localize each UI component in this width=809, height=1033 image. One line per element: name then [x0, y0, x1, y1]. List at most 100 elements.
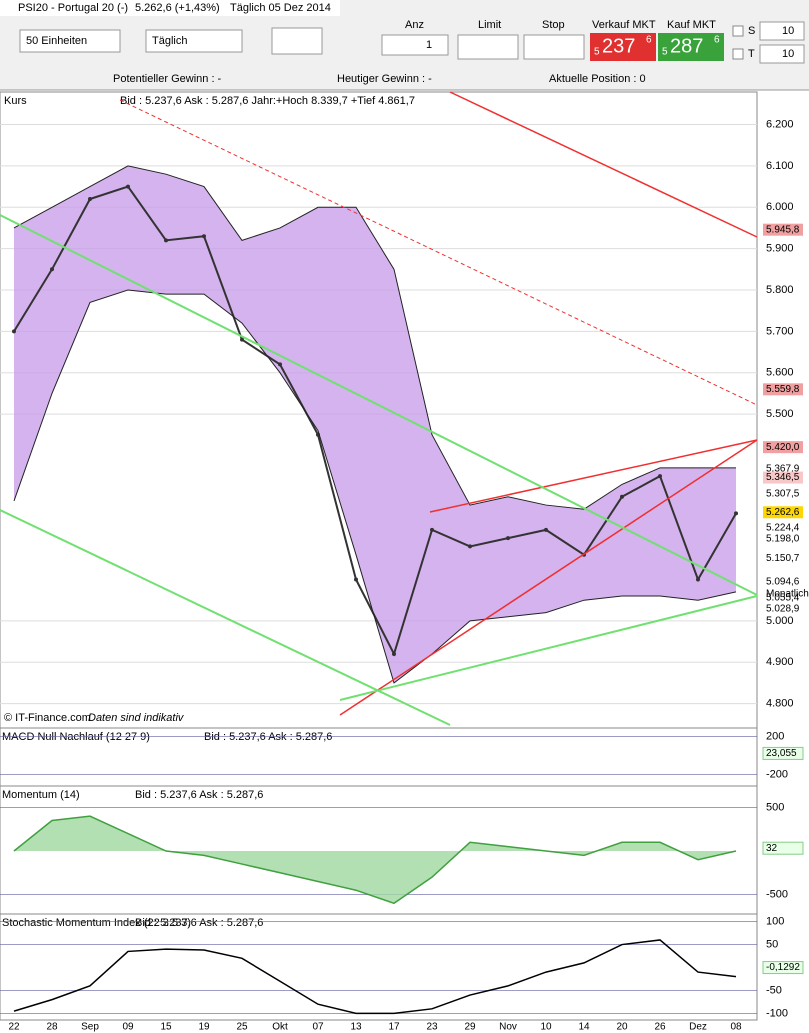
t-label: T: [748, 48, 755, 60]
trend-line: [339, 595, 758, 701]
price-marker: [763, 532, 803, 545]
x-tick-label: Nov: [499, 1022, 517, 1033]
x-tick-label: 23: [426, 1022, 438, 1033]
current-value-label: 32: [766, 843, 778, 854]
price-marker-label: 5.346,5: [766, 472, 800, 483]
price-point: [278, 362, 282, 367]
price-marker: [763, 522, 803, 535]
price-marker: [763, 383, 803, 396]
y-tick-label: -500: [766, 888, 788, 900]
y-tick-label: 5.600: [766, 367, 794, 379]
panel-subtitle: Bid : 5.237,6 Ask : 5.287,6 Jahr:+Hoch 8…: [120, 95, 415, 107]
price-line: [13, 165, 736, 510]
price-point: [620, 494, 624, 499]
trend-line: [449, 91, 758, 238]
price-point: [430, 527, 434, 532]
current-value-label: 23,055: [766, 748, 797, 759]
price-point: [658, 474, 662, 479]
y-tick-label: 6.000: [766, 201, 794, 213]
today: Heutiger Gewinn : -: [337, 73, 432, 85]
t-input[interactable]: [759, 44, 805, 64]
price-marker-label: 5.307,5: [766, 488, 800, 499]
position: Aktuelle Position : 0: [549, 73, 646, 85]
price-point: [392, 651, 396, 656]
sell-label: Verkauf MKT: [592, 19, 656, 31]
price-marker: [763, 487, 803, 500]
x-tick-label: 15: [160, 1022, 172, 1033]
price-marker-label: 5.559,8: [766, 384, 800, 395]
buy-suffix: 6: [714, 35, 720, 46]
panel-title: Kurs: [4, 95, 27, 107]
x-tick-label: 26: [654, 1022, 666, 1033]
price-marker: [763, 471, 803, 484]
y-tick-label: 4.900: [766, 656, 794, 668]
y-tick-label: 5.900: [766, 243, 794, 255]
chart-type-button[interactable]: [271, 27, 323, 55]
s-checkbox[interactable]: [732, 25, 744, 37]
note: Daten sind indikativ: [88, 712, 185, 724]
price-line: [13, 185, 737, 657]
buy-button[interactable]: [658, 33, 724, 61]
trend-line: [339, 439, 758, 716]
y-tick-label: 5.500: [766, 408, 794, 420]
y-tick-label: -100: [766, 1007, 788, 1019]
x-tick-label: Okt: [272, 1022, 288, 1033]
price-point: [88, 196, 92, 201]
trend-line: [119, 99, 758, 406]
price-point: [354, 577, 358, 582]
quote: 5.262,6 (+1,43%): [135, 2, 220, 14]
panel-subtitle: Bid : 5.237,6 Ask : 5.287,6: [135, 789, 263, 801]
price-marker-label: 5.945,8: [766, 224, 800, 235]
buy-label: Kauf MKT: [667, 19, 716, 31]
t-checkbox[interactable]: [732, 48, 744, 60]
price-marker: [763, 441, 803, 454]
interval-select[interactable]: [145, 29, 243, 53]
x-tick-label: 20: [616, 1022, 628, 1033]
panel-bg: [0, 913, 758, 1021]
price-marker: [763, 506, 803, 519]
price-marker: [763, 575, 803, 588]
qty-input[interactable]: [381, 34, 449, 56]
sell-button[interactable]: [590, 33, 656, 61]
price-marker-label: 5.367,9: [766, 463, 800, 474]
current-value-label: -0,1292: [766, 962, 800, 973]
y-tick-label: 5.800: [766, 284, 794, 296]
panel-bg: [0, 727, 758, 787]
y-tick-label: -50: [766, 984, 782, 996]
price-marker-label: 5.420,0: [766, 442, 800, 453]
y-tick-label: 5.000: [766, 615, 794, 627]
price-marker-label: 5.094,6: [766, 576, 800, 587]
x-tick-label: Dez: [689, 1022, 707, 1033]
y-tick-label: 4.800: [766, 697, 794, 709]
trend-line: [429, 439, 758, 513]
limit-button[interactable]: [457, 34, 519, 60]
qty-label: Anz: [405, 19, 424, 31]
panel-title: Momentum (14): [2, 789, 80, 801]
price-point: [544, 527, 548, 532]
buy-prefix: 5: [662, 47, 668, 58]
price-point: [50, 267, 54, 272]
plots: Kurs Bid : 5.237,6 Ask : 5.287,6 Jahr:+Ho…: [0, 91, 809, 1033]
s-input[interactable]: [759, 21, 805, 41]
price-point: [202, 234, 206, 239]
interval: Täglich: [152, 35, 187, 47]
price-point: [696, 577, 700, 582]
x-tick-label: 19: [198, 1022, 210, 1033]
y-tick-label: 100: [766, 915, 784, 927]
indicator-line: [13, 815, 737, 905]
panel-title: Stochastic Momentum Index (22 3 5 3): [2, 917, 191, 929]
y-tick-label: 5.700: [766, 325, 794, 337]
x-tick-label: 08: [730, 1022, 742, 1033]
units-select[interactable]: [19, 29, 121, 53]
x-tick-label: 07: [312, 1022, 324, 1033]
stop-button[interactable]: [523, 34, 585, 60]
sell-prefix: 5: [594, 47, 600, 58]
trend-line: [0, 509, 451, 726]
s-value: 10: [782, 25, 794, 37]
x-tick-label: 22: [8, 1022, 20, 1033]
price-point: [468, 544, 472, 549]
x-tick-label: 13: [350, 1022, 362, 1033]
title: PSI20 - Portugal 20 (-): [18, 2, 128, 14]
price-point: [164, 238, 168, 243]
